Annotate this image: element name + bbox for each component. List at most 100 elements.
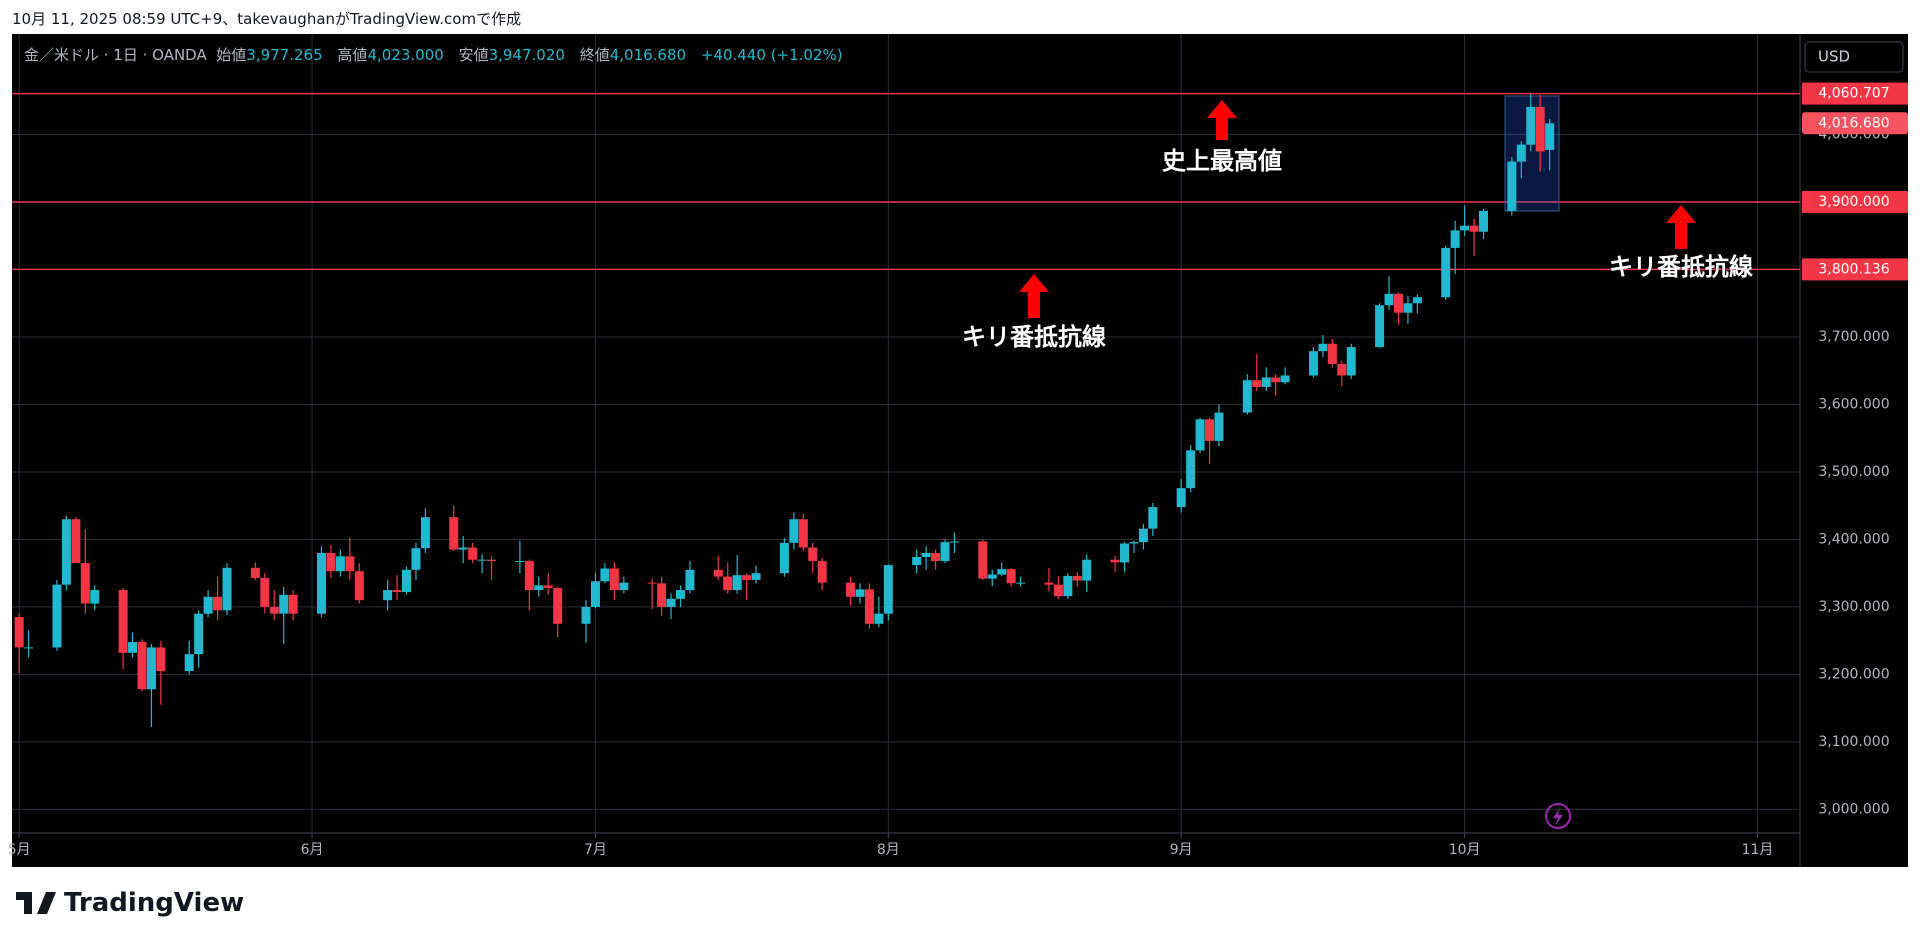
candle-body	[978, 541, 988, 579]
current-price-box	[1802, 112, 1908, 135]
candle-body	[581, 606, 591, 624]
y-tick-label: 3,000.000	[1818, 801, 1889, 817]
open-name: 始値	[216, 46, 247, 64]
y-tick-label: 3,100.000	[1818, 734, 1889, 750]
high-value: 4,023.000	[367, 46, 444, 64]
candle-body	[411, 548, 421, 570]
candle-body	[912, 556, 922, 566]
candle-body	[137, 642, 147, 690]
current-price-label: 4,016.680	[1818, 115, 1889, 131]
candle-body	[675, 590, 685, 599]
candle-body	[543, 585, 553, 589]
candle-body	[1044, 582, 1054, 585]
currency: USD	[1818, 48, 1850, 66]
candle-body	[666, 598, 676, 607]
candle-body	[553, 588, 563, 624]
candle-body	[203, 596, 213, 614]
candle-body	[1138, 528, 1148, 543]
annotation: キリ番抵抗線	[1609, 253, 1753, 281]
level-label: 3,900.000	[1818, 194, 1889, 210]
candle-body	[71, 519, 81, 564]
x-tick-label: 8月	[877, 842, 900, 858]
y-tick-label: 3,400.000	[1818, 531, 1889, 547]
candle-body	[874, 613, 884, 624]
candle-body	[1063, 575, 1073, 597]
candle-body	[723, 576, 733, 591]
candle-body	[685, 569, 695, 591]
candle-body	[184, 654, 194, 672]
candle-body	[1148, 507, 1158, 529]
annotation: キリ番抵抗線	[962, 323, 1106, 351]
low-value: 3,947.020	[488, 46, 565, 64]
candle-body	[1535, 106, 1545, 152]
candle-body	[1384, 293, 1394, 306]
candle-body	[742, 575, 752, 580]
y-tick-label: 3,700.000	[1818, 329, 1889, 345]
annotation: 史上最高値	[1162, 147, 1282, 175]
candle-body	[817, 561, 827, 583]
candle-body	[345, 556, 355, 572]
candle-body	[1242, 380, 1252, 413]
candle-body	[383, 590, 393, 601]
candle-body	[600, 568, 610, 582]
candle-body	[940, 542, 950, 562]
candle-body	[1006, 569, 1016, 584]
candle-body	[128, 642, 138, 653]
candle-body	[1195, 419, 1205, 451]
grid: 3,000.000 3,100.000 3,200.000 3,300.000 3,40…	[8, 34, 1890, 858]
candle-body	[1375, 305, 1385, 348]
candle-body	[534, 585, 544, 591]
x-tick-label: 10月	[1449, 842, 1481, 858]
candle-body	[1337, 363, 1347, 376]
candle-body	[789, 519, 799, 543]
candle-body	[1120, 543, 1130, 563]
x-tick-label: 5月	[8, 842, 31, 858]
candle-body	[1412, 297, 1422, 304]
candle-body	[1176, 488, 1186, 508]
candle-body	[1441, 247, 1451, 298]
candle-body	[1205, 419, 1215, 441]
candle-body	[657, 583, 667, 607]
arrow	[1019, 274, 1049, 318]
candle-body	[52, 584, 62, 648]
candle-body	[24, 647, 34, 649]
candle-body	[713, 569, 723, 577]
candle-body	[250, 567, 260, 578]
candle-body	[524, 561, 534, 591]
brand: TradingView	[64, 888, 245, 918]
candle-body	[1186, 450, 1196, 489]
low-name: 安値	[458, 46, 489, 64]
level-label: 3,800.136	[1818, 261, 1889, 277]
candle-body	[864, 589, 874, 624]
candle-body	[288, 594, 298, 614]
candle-body	[420, 517, 430, 549]
candle-body	[80, 563, 90, 604]
alert-icon[interactable]	[1545, 803, 1571, 829]
candle-body	[1072, 575, 1082, 581]
level-label-box	[1802, 258, 1908, 281]
x-tick-label: 9月	[1170, 842, 1193, 858]
candle-body	[260, 577, 270, 607]
chart-background	[12, 34, 1908, 867]
y-tick-label: 3,200.000	[1818, 666, 1889, 682]
alert-bolt	[1553, 808, 1563, 826]
level-label: 4,060.707	[1818, 86, 1889, 102]
currency-box[interactable]	[1804, 41, 1904, 73]
candle-body	[354, 571, 364, 601]
candle-body	[194, 613, 204, 655]
candle-body	[118, 590, 128, 653]
candle-body	[90, 590, 100, 604]
candle-body	[647, 582, 657, 584]
candle-body	[1082, 559, 1092, 581]
arrow	[1666, 205, 1696, 249]
candle-body	[1460, 225, 1470, 231]
candle-body	[1450, 230, 1460, 248]
candle-body	[1016, 582, 1026, 584]
candle-body	[779, 542, 789, 574]
candle-body	[1327, 343, 1337, 364]
candle-body	[14, 617, 24, 648]
candle-body	[1516, 144, 1526, 162]
candle-body	[146, 647, 156, 690]
candle-body	[61, 519, 71, 585]
